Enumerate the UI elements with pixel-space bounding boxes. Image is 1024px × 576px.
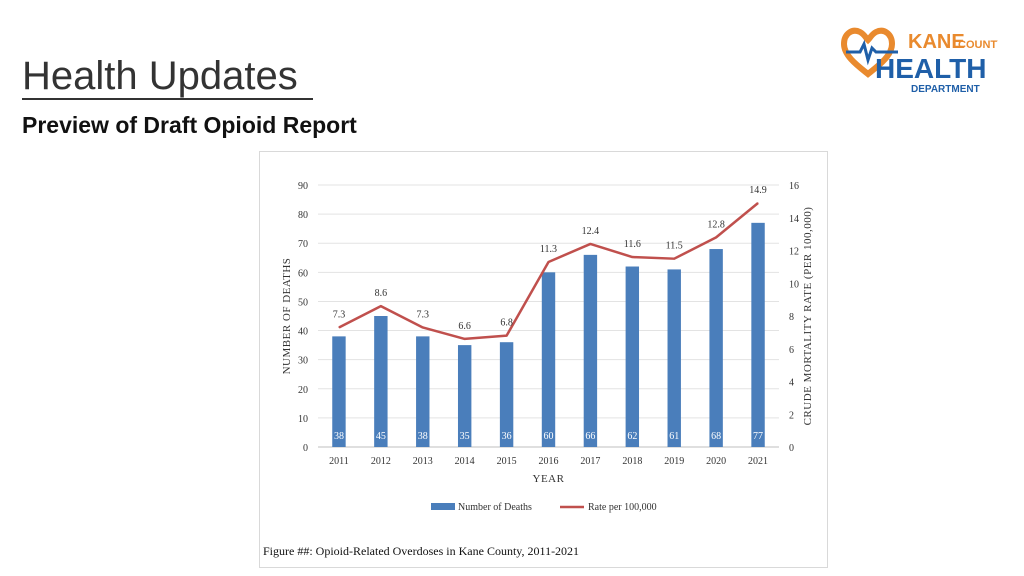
- title-underline: [22, 98, 313, 100]
- bar: [667, 269, 681, 447]
- rate-value-label: 7.3: [333, 309, 346, 320]
- rate-value-label: 11.6: [624, 239, 641, 250]
- x-tick-label: 2014: [455, 456, 475, 467]
- y-tick-label: 0: [303, 443, 308, 454]
- rate-point: [548, 261, 549, 263]
- rate-point: [757, 202, 759, 204]
- rate-point: [506, 335, 508, 337]
- logo-line1: KANE: [908, 31, 965, 53]
- rate-value-label: 11.5: [666, 241, 683, 252]
- rate-point: [380, 305, 382, 307]
- x-tick-label: 2018: [622, 456, 642, 467]
- logo-line3: DEPARTMENT: [911, 84, 980, 95]
- bar: [709, 249, 723, 447]
- bar-value-label: 45: [376, 431, 386, 442]
- bar-value-label: 60: [544, 431, 554, 442]
- rate-value-label: 6.6: [458, 321, 471, 332]
- heart-icon: [840, 27, 896, 78]
- rate-value-label: 12.4: [582, 226, 600, 237]
- bar-value-label: 38: [334, 431, 344, 442]
- x-axis-title: YEAR: [533, 473, 565, 485]
- bar-value-label: 68: [711, 431, 721, 442]
- rate-value-label: 14.9: [749, 185, 767, 196]
- bar: [625, 266, 640, 447]
- y-tick-label: 70: [298, 239, 308, 250]
- rate-point: [464, 338, 466, 340]
- bar: [499, 342, 514, 447]
- bar: [583, 254, 598, 447]
- x-tick-label: 2015: [497, 456, 517, 467]
- rate-value-label: 7.3: [417, 309, 430, 320]
- bar: [457, 345, 472, 447]
- y-axis-title: NUMBER OF DEATHS: [281, 258, 293, 375]
- rate-point: [422, 326, 424, 328]
- y2-tick-label: 6: [789, 345, 794, 356]
- bar-value-label: 77: [753, 431, 763, 442]
- rate-point: [673, 258, 675, 260]
- x-tick-label: 2019: [664, 456, 684, 467]
- bar-value-label: 36: [502, 431, 512, 442]
- logo-line2: HEALTH: [875, 53, 986, 84]
- y2-tick-label: 8: [789, 312, 794, 323]
- y2-tick-label: 10: [789, 279, 799, 290]
- legend-label-deaths: Number of Deaths: [458, 502, 532, 513]
- bar: [332, 336, 346, 447]
- y-tick-label: 40: [298, 327, 308, 338]
- x-tick-label: 2017: [580, 456, 600, 467]
- y-tick-label: 30: [298, 356, 308, 367]
- rate-value-label: 12.8: [707, 219, 725, 230]
- bar-value-label: 66: [585, 431, 595, 442]
- y-tick-label: 90: [298, 181, 308, 192]
- bar-value-label: 35: [460, 431, 470, 442]
- rate-value-label: 6.8: [500, 318, 513, 329]
- bar: [751, 222, 765, 447]
- kane-county-health-logo: KANE COUNTY HEALTH DEPARTMENT: [838, 22, 998, 100]
- page-subtitle: Preview of Draft Opioid Report: [22, 112, 357, 138]
- y-tick-label: 20: [298, 385, 308, 396]
- chart-figure: 0 10 20 30 40 50 60 70 80 90 0 2 4 6 8 10 12 14 16 38 45 38 35…: [259, 151, 828, 568]
- y2-tick-label: 0: [789, 443, 794, 454]
- bar-value-label: 61: [669, 431, 679, 442]
- y2-axis-title: CRUDE MORTALITY RATE (PER 100,000): [802, 207, 814, 426]
- rate-point: [338, 326, 340, 328]
- logo-graphic: KANE COUNTY HEALTH DEPARTMENT: [840, 27, 998, 95]
- y-tick-label: 60: [298, 268, 308, 279]
- rate-point: [631, 256, 633, 258]
- y2-tick-label: 14: [789, 214, 799, 225]
- legend-swatch-deaths: [431, 503, 455, 510]
- y2-tick-label: 12: [789, 247, 799, 258]
- figure-caption: Figure ##: Opioid-Related Overdoses in K…: [263, 544, 580, 558]
- y2-tick-label: 16: [789, 181, 799, 192]
- rate-point: [589, 243, 591, 245]
- rate-value-label: 11.3: [540, 244, 557, 255]
- y2-tick-label: 4: [789, 378, 794, 389]
- x-tick-label: 2012: [371, 456, 391, 467]
- rate-value-label: 8.6: [375, 288, 388, 299]
- rate-point: [715, 236, 717, 238]
- bar: [374, 316, 388, 447]
- x-tick-label: 2016: [539, 456, 559, 467]
- logo-line1b: COUNTY: [958, 39, 998, 51]
- bar-value-label: 62: [627, 431, 637, 442]
- pulse-line-icon: [846, 39, 898, 66]
- x-tick-label: 2021: [748, 456, 768, 467]
- y-tick-label: 80: [298, 210, 308, 221]
- page-title: Health Updates: [22, 54, 298, 98]
- legend-label-rate: Rate per 100,000: [588, 502, 657, 513]
- bar: [541, 272, 556, 447]
- bar: [416, 336, 430, 447]
- y-tick-label: 10: [298, 414, 308, 425]
- x-tick-label: 2013: [413, 456, 433, 467]
- y-tick-label: 50: [298, 297, 308, 308]
- y2-tick-label: 2: [789, 410, 794, 421]
- x-tick-label: 2011: [329, 456, 349, 467]
- bar-value-label: 38: [418, 431, 428, 442]
- x-tick-label: 2020: [706, 456, 726, 467]
